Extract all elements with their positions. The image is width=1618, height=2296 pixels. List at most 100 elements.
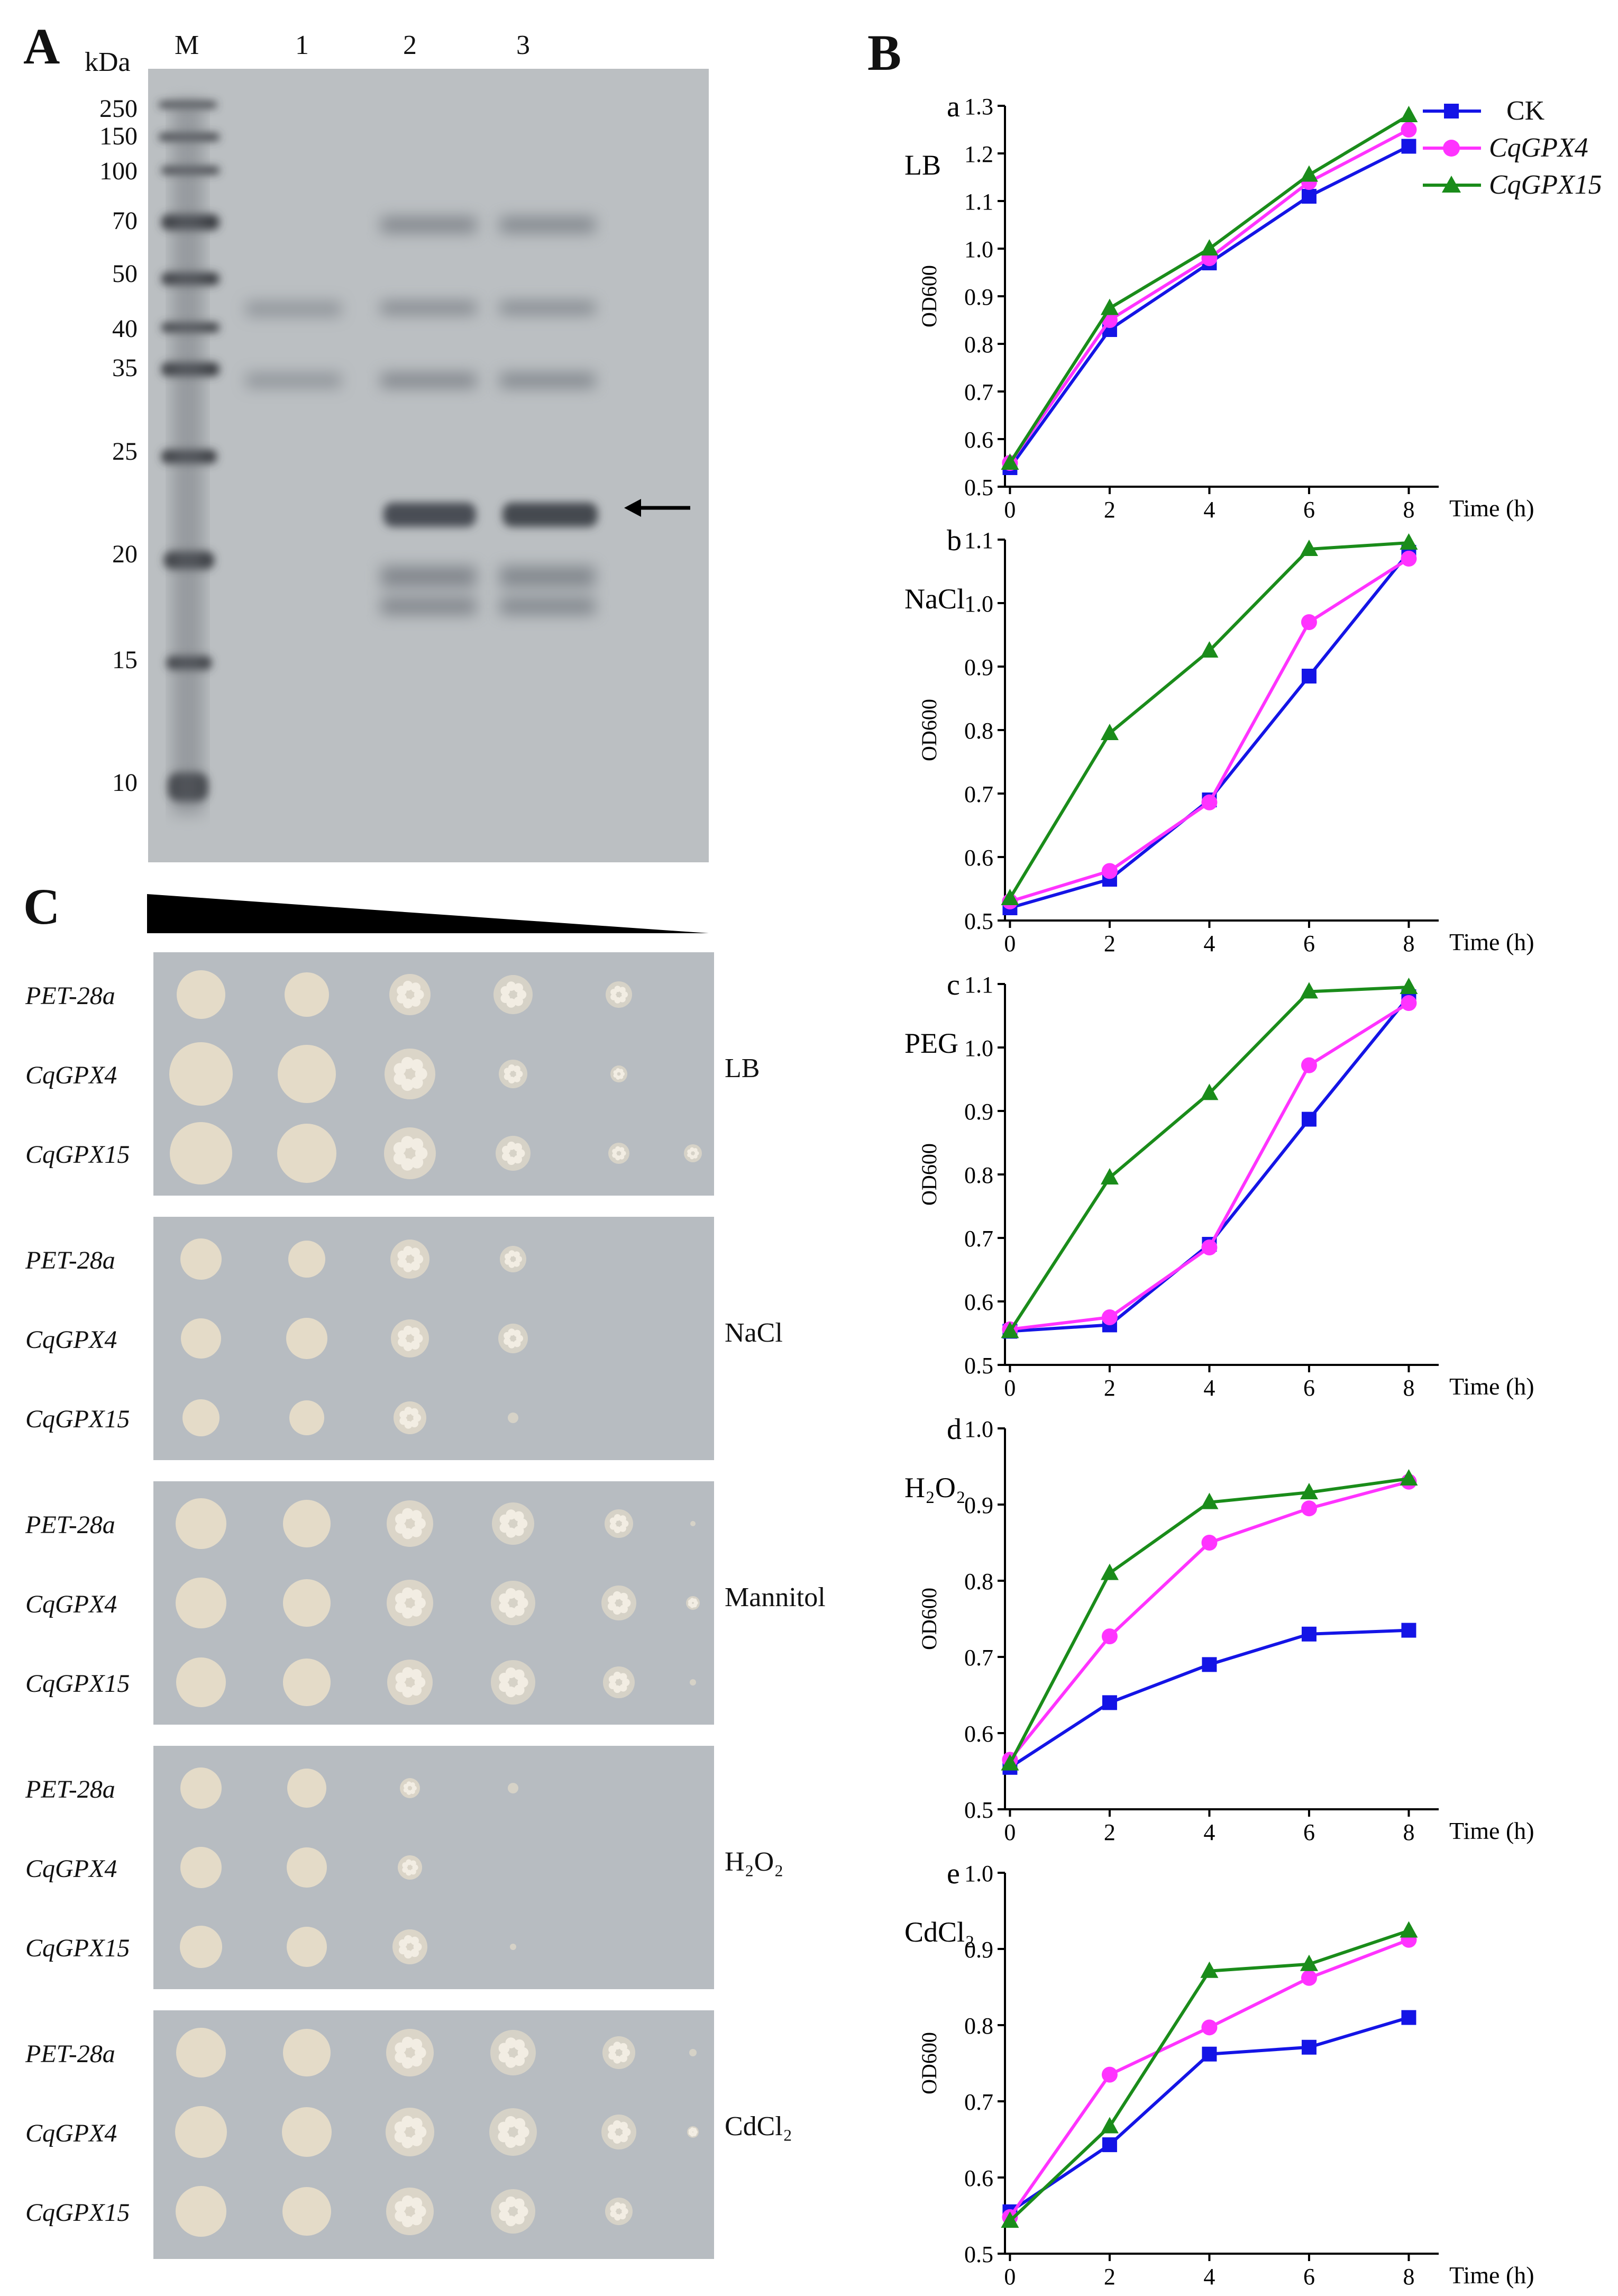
data-point-cqgpx15 xyxy=(1200,641,1219,658)
colony-dot xyxy=(406,1781,412,1787)
colony-dot xyxy=(514,2039,525,2051)
colony-dot xyxy=(394,2130,406,2143)
lane-label-3: 3 xyxy=(516,30,530,60)
colony-spots xyxy=(180,1767,518,1968)
colony-dot xyxy=(608,1681,617,1689)
colony-dot xyxy=(499,1681,510,1692)
colony-spot xyxy=(496,1136,531,1171)
data-point-ck xyxy=(1202,2046,1217,2062)
x-tick-label: 0 xyxy=(1004,1375,1016,1401)
colony-spot xyxy=(182,1399,220,1436)
plate-condition-label: LB xyxy=(725,1053,760,1083)
data-point-ck xyxy=(1301,669,1317,684)
colony-spot xyxy=(170,1122,232,1185)
colony-spot xyxy=(180,1767,222,1809)
colony-spot xyxy=(386,2188,434,2235)
colony-dot xyxy=(404,1407,413,1415)
colony-dot xyxy=(693,1148,698,1153)
growth-chart-c: 0.5 0.6 0.7 0.8 0.9 1.0 1.1 0 2 4 6 8 Time (h) OD600 c… xyxy=(904,969,1534,1401)
colony-dot xyxy=(514,1511,524,1521)
colony-dot xyxy=(397,994,407,1004)
y-tick-label: 0.9 xyxy=(964,1937,993,1963)
y-tick-label: 0.5 xyxy=(964,2242,993,2267)
x-tick-label: 4 xyxy=(1203,931,1215,956)
target-band-arrow-icon xyxy=(624,499,690,517)
colony-dot xyxy=(505,2196,516,2208)
agar-plate xyxy=(153,2010,714,2259)
colony-dot xyxy=(506,1509,516,1520)
colony-spot xyxy=(690,1521,696,1526)
colony-dot xyxy=(615,1146,620,1152)
x-tick-label: 4 xyxy=(1203,497,1215,523)
colony-dot xyxy=(690,1147,694,1152)
colony-dot xyxy=(410,2213,423,2226)
legend-label-ck: CK xyxy=(1506,96,1545,126)
data-point-ck xyxy=(1301,2039,1317,2055)
colony-dot xyxy=(500,994,510,1003)
marker-label: 100 xyxy=(99,157,138,185)
x-tick-label: 0 xyxy=(1004,2264,1016,2290)
data-point-cqgpx15 xyxy=(1001,2211,1019,2228)
x-axis-label: Time (h) xyxy=(1449,1817,1534,1844)
data-point-cqgpx15 xyxy=(1300,1954,1318,1971)
colony-spot xyxy=(610,1065,627,1082)
colony-spot xyxy=(491,2189,535,2234)
colony-dot xyxy=(514,983,524,993)
colony-dot xyxy=(619,2212,626,2220)
colony-spot xyxy=(282,2107,332,2157)
colony-dot xyxy=(514,1684,525,1696)
colony-dot xyxy=(613,2042,621,2050)
colony-dot xyxy=(401,1136,414,1149)
strain-label: CqGPX4 xyxy=(25,2119,117,2147)
colony-dot xyxy=(410,1936,419,1945)
x-tick-label: 8 xyxy=(1403,497,1414,523)
colony-dot xyxy=(410,1076,423,1089)
subplot-condition-label: CdCl₂ xyxy=(904,1916,975,1948)
data-point-cqgpx4 xyxy=(1101,2066,1118,2083)
growth-chart-b: 0.5 0.6 0.7 0.8 0.9 1.0 1.1 0 2 4 6 8 Time (h) OD600 b… xyxy=(904,524,1534,956)
strain-label: CqGPX15 xyxy=(25,1141,130,1169)
colony-dot xyxy=(613,2120,621,2129)
colony-spot xyxy=(283,1500,331,1547)
x-axis-label: Time (h) xyxy=(1449,495,1534,522)
y-tick-label: 0.8 xyxy=(964,1569,993,1595)
colony-spots xyxy=(175,2028,699,2237)
colony-dot xyxy=(505,1667,516,1679)
colony-dot xyxy=(401,2116,414,2128)
data-point-cqgpx15 xyxy=(1001,889,1019,905)
strain-label: CqGPX15 xyxy=(25,1405,130,1433)
colony-dot xyxy=(499,1601,510,1613)
strain-label: PET-28a xyxy=(25,1775,115,1803)
colony-spot xyxy=(177,970,225,1019)
colony-spot xyxy=(605,1509,633,1538)
colony-dot xyxy=(514,1590,525,1601)
y-tick-label: 0.5 xyxy=(964,475,993,500)
colony-dot xyxy=(619,2203,626,2210)
data-point-cqgpx15 xyxy=(1400,106,1418,122)
data-point-cqgpx4 xyxy=(1401,551,1417,567)
legend-label-cqgpx4: CqGPX4 xyxy=(1489,133,1588,163)
colony-dot xyxy=(613,1073,618,1078)
data-point-cqgpx4 xyxy=(1301,614,1317,630)
y-tick-label: 1.0 xyxy=(964,1861,993,1887)
colony-spot xyxy=(606,981,632,1008)
data-point-ck xyxy=(1202,1657,1217,1672)
legend: CK CqGPX4 CqGPX15 xyxy=(1418,90,1613,212)
agar-plate xyxy=(153,1481,714,1725)
series-line-cqgpx4 xyxy=(1009,557,1410,903)
x-tick-label: 8 xyxy=(1403,931,1414,956)
y-tick-label: 0.8 xyxy=(964,1162,993,1188)
data-point-cqgpx15 xyxy=(1200,1961,1219,1978)
colony-dot xyxy=(513,1260,520,1267)
colony-spot xyxy=(283,2029,331,2076)
y-tick-label: 0.9 xyxy=(964,1099,993,1125)
legend-swatches xyxy=(1423,104,1481,193)
data-point-cqgpx15 xyxy=(1200,239,1219,256)
colony-dot xyxy=(504,1073,511,1080)
colony-spots xyxy=(180,1238,528,1436)
colony-spot xyxy=(392,1929,427,1964)
y-tick-label: 0.6 xyxy=(964,1721,993,1747)
x-axis-label: Time (h) xyxy=(1449,2262,1534,2289)
colony-dot xyxy=(505,1258,511,1265)
y-tick-label: 0.9 xyxy=(964,284,993,310)
